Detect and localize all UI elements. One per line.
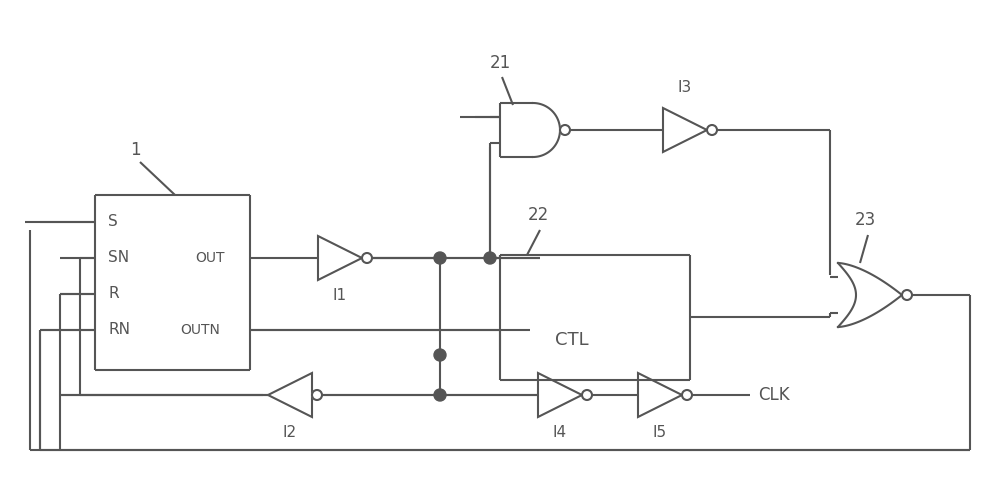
Circle shape — [707, 125, 717, 135]
Text: I4: I4 — [553, 425, 567, 440]
Text: RN: RN — [108, 323, 130, 337]
Text: 22: 22 — [528, 206, 549, 224]
Text: S: S — [108, 215, 118, 229]
Text: OUT: OUT — [195, 251, 224, 265]
Circle shape — [560, 125, 570, 135]
Circle shape — [682, 390, 692, 400]
Text: I2: I2 — [283, 425, 297, 440]
Text: OUTN: OUTN — [180, 323, 220, 337]
Text: CTL: CTL — [555, 331, 589, 349]
Text: CLK: CLK — [758, 386, 790, 404]
Circle shape — [434, 389, 446, 401]
Circle shape — [484, 252, 496, 264]
Circle shape — [434, 349, 446, 361]
Circle shape — [902, 290, 912, 300]
Circle shape — [312, 390, 322, 400]
Text: SN: SN — [108, 251, 129, 265]
Text: 23: 23 — [855, 211, 876, 229]
Text: I1: I1 — [333, 288, 347, 303]
Text: 21: 21 — [490, 54, 511, 72]
Text: R: R — [108, 287, 119, 301]
Circle shape — [434, 252, 446, 264]
Circle shape — [582, 390, 592, 400]
Text: I3: I3 — [678, 80, 692, 95]
Text: 1: 1 — [130, 141, 141, 159]
Circle shape — [362, 253, 372, 263]
Text: I5: I5 — [653, 425, 667, 440]
